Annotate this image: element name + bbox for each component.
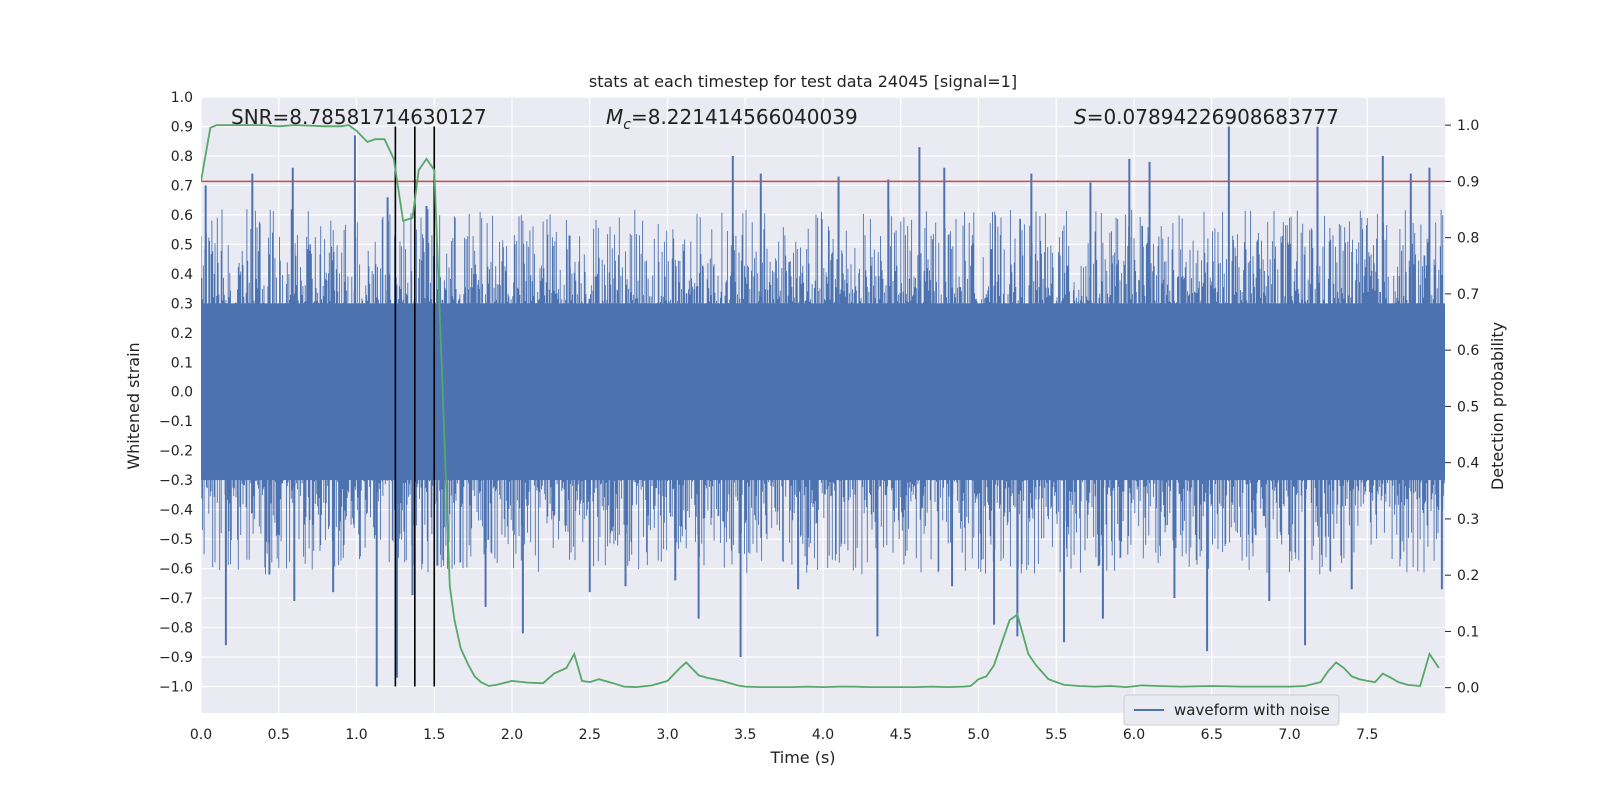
y-tick-label: 0.6 (171, 208, 193, 224)
x-tick-label: 6.5 (1201, 727, 1223, 743)
y2-tick-label: 0.6 (1457, 343, 1479, 359)
y-tick-label: 0.0 (171, 385, 193, 401)
snr-annotation: SNR=8.78581714630127 (231, 105, 487, 129)
x-tick-label: 7.0 (1278, 727, 1300, 743)
chirp-mass-value: =8.221414566040039 (631, 105, 858, 129)
y2-tick-label: 0.3 (1457, 512, 1479, 528)
y-axis-ticks: 1.0 0.9 0.8 0.7 0.6 0.5 0.4 0.3 0.2 0.1 0.0 −0.1 −0.… (159, 90, 193, 695)
y2-tick-label: 0.8 (1457, 231, 1479, 247)
event-markers (394, 126, 436, 687)
y-tick-label: 1.0 (171, 90, 193, 106)
y2-tick-label: 0.5 (1457, 399, 1479, 415)
chirp-mass-annotation: Mc=8.221414566040039 (606, 105, 858, 133)
s-value: =0.07894226908683777 (1087, 105, 1339, 129)
x-tick-label: 1.5 (423, 727, 445, 743)
x-tick-label: 5.0 (967, 727, 989, 743)
legend-label: waveform with noise (1174, 701, 1330, 719)
y-tick-label: 0.8 (171, 149, 193, 165)
chirp-mass-symbol: M (606, 105, 623, 129)
x-tick-label: 6.0 (1123, 727, 1145, 743)
y-tick-label: −0.4 (159, 503, 193, 519)
y-tick-label: 0.2 (171, 326, 193, 342)
x-tick-label: 5.5 (1045, 727, 1067, 743)
y-tick-label: −0.1 (159, 414, 193, 430)
y-axis-label: Whitened strain (124, 342, 143, 469)
y-tick-label: −1.0 (159, 679, 193, 695)
s-annotation: S=0.07894226908683777 (1074, 105, 1339, 129)
s-symbol: S (1074, 105, 1087, 129)
x-tick-label: 0.5 (268, 727, 290, 743)
plot-content (201, 124, 1445, 689)
x-axis-label: Time (s) (769, 748, 835, 767)
y-tick-label: −0.2 (159, 444, 193, 460)
y2-tick-label: 0.0 (1457, 681, 1479, 697)
waveform-series (201, 126, 1445, 687)
y-tick-label: −0.9 (159, 650, 193, 666)
x-tick-label: 4.5 (890, 727, 912, 743)
x-tick-label: 7.5 (1356, 727, 1378, 743)
y2-tick-label: 0.4 (1457, 456, 1479, 472)
y-tick-label: −0.6 (159, 562, 193, 578)
x-tick-label: 2.0 (501, 727, 523, 743)
y2-tick-label: 0.1 (1457, 624, 1479, 640)
chirp-mass-subscript: c (623, 117, 631, 133)
x-tick-label: 4.0 (812, 727, 834, 743)
y-tick-label: 0.5 (171, 237, 193, 253)
y-tick-label: 0.1 (171, 355, 193, 371)
y-tick-label: −0.8 (159, 621, 193, 637)
y-tick-label: 0.4 (171, 267, 193, 283)
y-tick-label: −0.5 (159, 532, 193, 548)
y2-tick-label: 0.7 (1457, 287, 1479, 303)
y-tick-label: −0.3 (159, 473, 193, 489)
x-tick-label: 0.0 (190, 727, 212, 743)
y2-tick-label: 0.9 (1457, 174, 1479, 190)
waveform-trace (201, 209, 1445, 575)
y-tick-label: 0.3 (171, 296, 193, 312)
legend-box (1123, 694, 1340, 726)
x-tick-label: 1.0 (345, 727, 367, 743)
y-tick-label: −0.7 (159, 591, 193, 607)
x-tick-label: 2.5 (579, 727, 601, 743)
x-axis-ticks: 0.0 0.5 1.0 1.5 2.0 2.5 3.0 3.5 4.0 4.5 5.0 5.5 6.0 6… (190, 727, 1379, 743)
x-tick-label: 3.5 (734, 727, 756, 743)
chart-title: stats at each timestep for test data 240… (589, 72, 1017, 91)
y2-tick-label: 0.2 (1457, 568, 1479, 584)
y2-axis-ticks: 1.0 0.9 0.8 0.7 0.6 0.5 0.4 0.3 0.2 0.1 0.0 (1445, 118, 1479, 697)
y2-tick-label: 1.0 (1457, 118, 1479, 134)
y-tick-label: 0.9 (171, 119, 193, 135)
legend: waveform with noise (1123, 694, 1340, 726)
y2-axis-label: Detection probability (1488, 322, 1507, 490)
y-tick-label: 0.7 (171, 178, 193, 194)
detection-probability-line (201, 124, 1440, 689)
x-tick-label: 3.0 (656, 727, 678, 743)
